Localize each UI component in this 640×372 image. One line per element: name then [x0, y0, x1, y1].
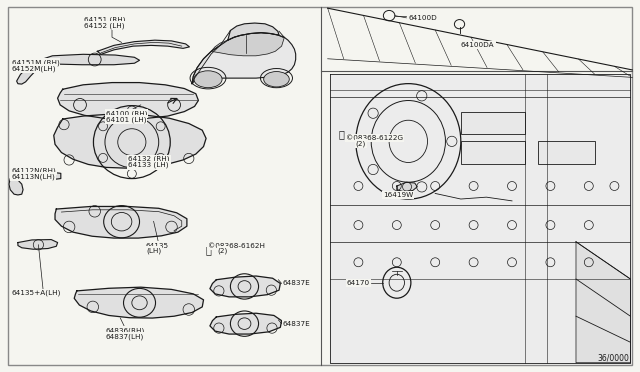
Text: ©08368-6162H: ©08368-6162H — [208, 243, 265, 248]
Text: 64152 (LH): 64152 (LH) — [84, 22, 125, 29]
Polygon shape — [74, 287, 204, 318]
Text: 64133 (LH): 64133 (LH) — [128, 162, 168, 169]
Polygon shape — [9, 175, 23, 195]
Bar — [461, 112, 525, 134]
Text: 64837E: 64837E — [283, 280, 310, 286]
Text: 64170: 64170 — [347, 280, 370, 286]
Text: 64112N(RH): 64112N(RH) — [12, 167, 56, 174]
Text: 64836(RH): 64836(RH) — [106, 327, 145, 334]
Polygon shape — [576, 242, 630, 363]
Text: 64100DA: 64100DA — [461, 42, 495, 48]
Text: 64151 (RH): 64151 (RH) — [84, 16, 126, 23]
Polygon shape — [54, 115, 206, 168]
Polygon shape — [330, 74, 630, 363]
Text: (2): (2) — [218, 247, 228, 254]
Bar — [461, 141, 525, 164]
Text: 36/0000: 36/0000 — [598, 354, 630, 363]
Text: (2): (2) — [356, 140, 366, 147]
Text: Ⓢ: Ⓢ — [339, 130, 345, 140]
FancyBboxPatch shape — [8, 7, 632, 365]
Text: (LH): (LH) — [146, 247, 161, 254]
Polygon shape — [17, 59, 44, 84]
Text: Ⓢ: Ⓢ — [205, 245, 211, 255]
Text: 64151M (RH): 64151M (RH) — [12, 59, 60, 66]
Polygon shape — [192, 33, 296, 84]
Polygon shape — [97, 40, 189, 54]
Ellipse shape — [194, 71, 222, 88]
Text: 64100D: 64100D — [408, 15, 437, 21]
Text: 64132 (RH): 64132 (RH) — [128, 156, 170, 163]
Text: 64135: 64135 — [146, 243, 169, 248]
Text: 16419W: 16419W — [383, 192, 413, 198]
Text: 64101 (LH): 64101 (LH) — [106, 116, 146, 123]
Bar — [538, 141, 595, 164]
Text: 64152M(LH): 64152M(LH) — [12, 65, 56, 72]
Text: 64135+A(LH): 64135+A(LH) — [12, 290, 61, 296]
Polygon shape — [210, 313, 282, 334]
Text: ©08368-6122G: ©08368-6122G — [346, 135, 403, 141]
Polygon shape — [14, 172, 61, 180]
Polygon shape — [211, 33, 284, 56]
Text: 64100 (RH): 64100 (RH) — [106, 110, 147, 117]
Polygon shape — [228, 23, 279, 40]
Text: 64837E: 64837E — [283, 321, 310, 327]
Polygon shape — [58, 83, 198, 119]
Polygon shape — [18, 240, 58, 249]
Polygon shape — [55, 206, 187, 238]
Polygon shape — [210, 276, 280, 297]
Text: 64837(LH): 64837(LH) — [106, 333, 144, 340]
Polygon shape — [44, 54, 140, 65]
Text: 64113N(LH): 64113N(LH) — [12, 173, 55, 180]
Polygon shape — [192, 45, 220, 84]
Polygon shape — [397, 182, 417, 192]
Ellipse shape — [264, 71, 289, 87]
